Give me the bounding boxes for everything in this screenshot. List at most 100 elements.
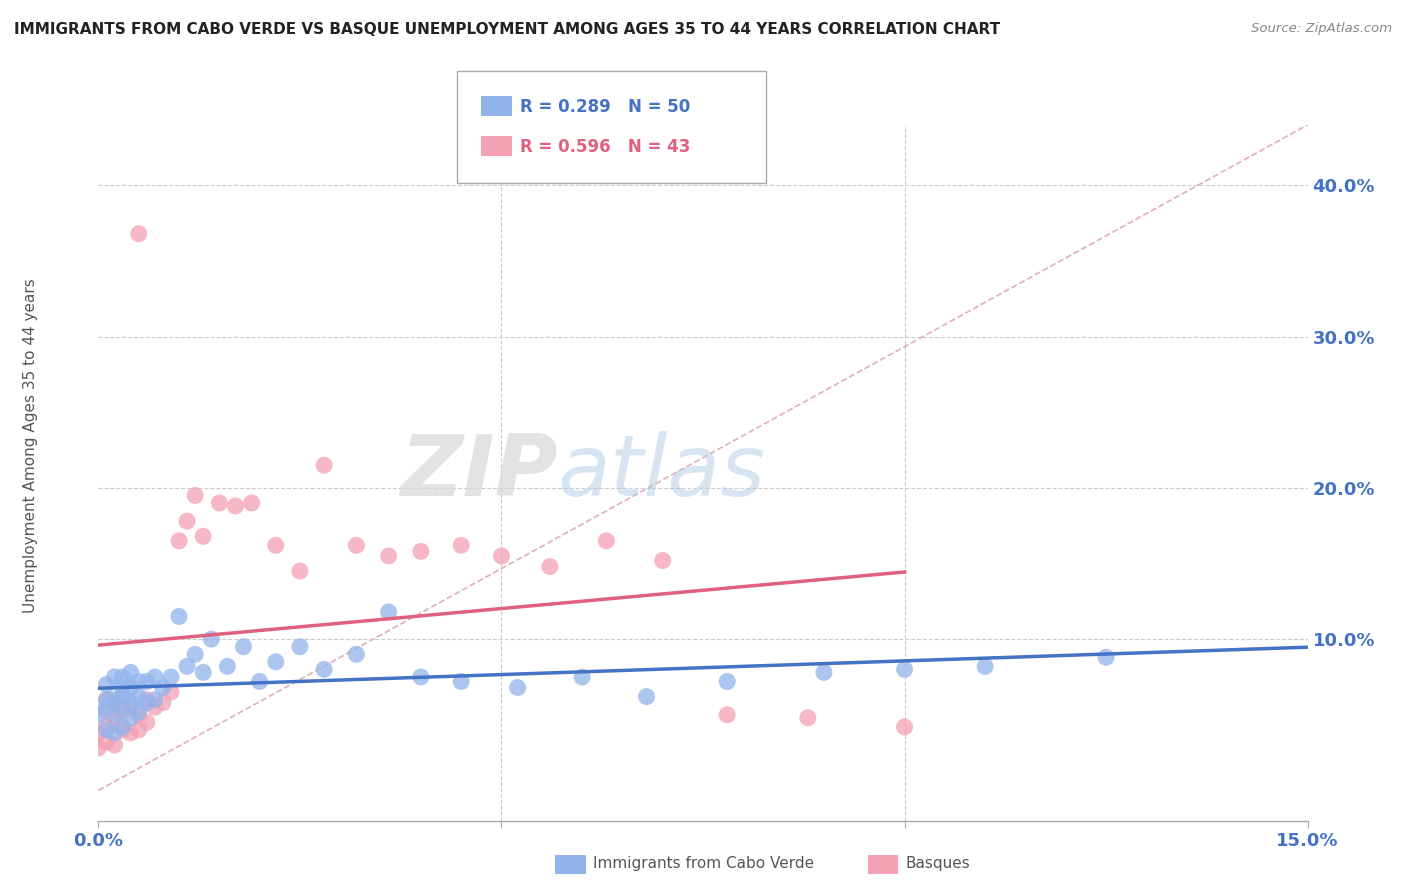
Point (450, 674, 472, 689)
Point (217, 659, 239, 673)
Text: ZIP: ZIP (401, 431, 558, 515)
Text: Immigrants from Cabo Verde: Immigrants from Cabo Verde (593, 856, 814, 871)
Point (111, 723, 134, 737)
Point (111, 720, 134, 734)
Point (143, 700, 166, 714)
Text: Unemployment Among Ages 35 to 44 years: Unemployment Among Ages 35 to 44 years (24, 278, 38, 614)
Point (96, 692, 118, 706)
Point (128, 723, 150, 737)
Point (152, 681, 174, 695)
Point (409, 544, 432, 558)
Point (120, 726, 142, 740)
Point (135, 696, 157, 710)
Point (813, 665, 835, 680)
Text: Basques: Basques (905, 856, 970, 871)
Point (167, 533, 190, 548)
Point (288, 640, 311, 654)
Point (111, 670, 134, 684)
Point (111, 690, 134, 704)
Point (224, 499, 246, 513)
Point (135, 674, 157, 689)
Point (120, 665, 142, 680)
Point (1095, 650, 1118, 665)
Point (538, 559, 561, 574)
Text: atlas: atlas (558, 431, 766, 515)
Point (651, 553, 673, 567)
Point (103, 738, 125, 752)
Point (87, 707, 110, 722)
Point (450, 538, 472, 552)
Point (893, 720, 915, 734)
Point (716, 707, 738, 722)
Text: Source: ZipAtlas.com: Source: ZipAtlas.com (1251, 22, 1392, 36)
Point (176, 659, 198, 673)
Point (103, 692, 125, 706)
Point (128, 705, 150, 719)
Point (344, 647, 367, 661)
Point (111, 681, 134, 695)
Point (193, 665, 215, 680)
Point (111, 705, 134, 719)
Point (96, 735, 118, 749)
Point (96, 705, 118, 719)
Point (176, 514, 198, 528)
Point (96, 700, 118, 714)
Point (103, 707, 125, 722)
Point (96, 723, 118, 737)
Point (595, 533, 617, 548)
Point (167, 609, 190, 624)
Point (160, 685, 183, 699)
Text: IMMIGRANTS FROM CABO VERDE VS BASQUE UNEMPLOYMENT AMONG AGES 35 TO 44 YEARS CORR: IMMIGRANTS FROM CABO VERDE VS BASQUE UNE… (14, 22, 1000, 37)
Point (288, 564, 311, 578)
Point (184, 488, 207, 502)
Point (143, 692, 166, 706)
Point (160, 670, 183, 684)
Point (506, 681, 529, 695)
Point (184, 647, 207, 661)
Text: R = 0.596   N = 43: R = 0.596 N = 43 (520, 138, 690, 156)
Point (264, 655, 287, 669)
Point (135, 692, 157, 706)
Text: R = 0.289   N = 50: R = 0.289 N = 50 (520, 98, 690, 116)
Point (103, 726, 125, 740)
Point (128, 707, 150, 722)
Point (103, 696, 125, 710)
Point (87, 726, 110, 740)
Point (96, 720, 118, 734)
Point (96, 677, 118, 691)
Point (135, 715, 157, 730)
Point (314, 662, 336, 676)
Point (344, 538, 367, 552)
Point (264, 538, 287, 552)
Point (96, 692, 118, 706)
Point (120, 700, 142, 714)
Point (200, 632, 222, 647)
Point (974, 659, 997, 673)
Point (491, 549, 513, 563)
Point (152, 696, 174, 710)
Point (111, 700, 134, 714)
Point (571, 670, 593, 684)
Point (120, 711, 142, 725)
Point (103, 711, 125, 725)
Point (377, 549, 399, 563)
Point (193, 529, 215, 543)
Point (128, 227, 150, 241)
Point (120, 681, 142, 695)
Point (208, 496, 231, 510)
Point (128, 690, 150, 704)
Point (249, 674, 271, 689)
Point (377, 605, 399, 619)
Point (314, 458, 336, 473)
Point (87, 741, 110, 756)
Point (636, 690, 658, 704)
Point (103, 670, 125, 684)
Point (120, 696, 142, 710)
Point (128, 674, 150, 689)
Point (716, 674, 738, 689)
Point (143, 670, 166, 684)
Point (240, 496, 263, 510)
Point (797, 711, 820, 725)
Point (409, 670, 432, 684)
Point (111, 690, 134, 704)
